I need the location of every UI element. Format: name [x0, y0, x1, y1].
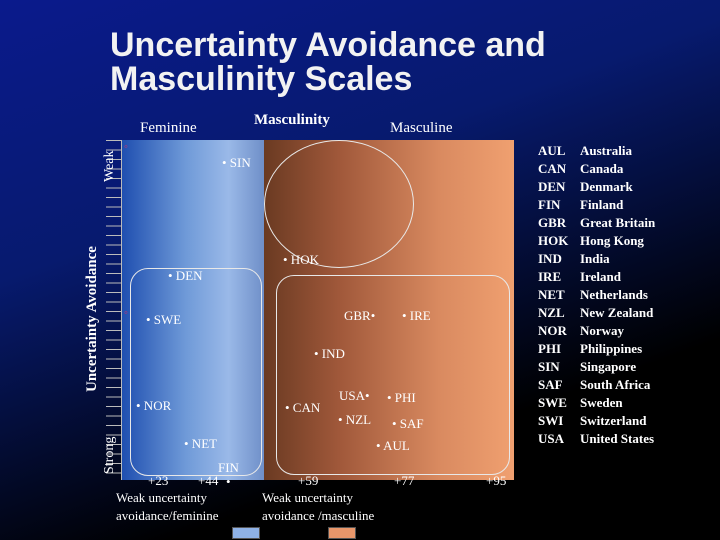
- point-sin: • SIN: [222, 155, 251, 170]
- legend-country: Ireland: [580, 269, 621, 284]
- point-aul: • AUL: [376, 438, 410, 453]
- legend-row: SAF South Africa: [538, 376, 655, 394]
- scale-value-23: +23: [148, 473, 169, 488]
- legend-row: PHI Philippines: [538, 340, 655, 358]
- legend-code: SWI: [538, 413, 564, 428]
- legend-country: Philippines: [580, 341, 643, 356]
- region-label-right-line1: Weak uncertainty: [262, 490, 353, 505]
- legend-row: IRE Ireland: [538, 268, 655, 286]
- legend-country: India: [580, 251, 610, 266]
- legend-country: Singapore: [580, 359, 637, 374]
- weak-label: Weak: [102, 150, 117, 182]
- legend-country: Canada: [580, 161, 624, 176]
- legend-country: Switzerland: [580, 413, 647, 428]
- legend-code: IRE: [538, 269, 562, 284]
- point-phi: • PHI: [387, 390, 416, 405]
- scale-marker-top: ◦: [124, 141, 128, 153]
- point-swe: • SWE: [146, 312, 182, 327]
- uncertainty-avoidance-label: Uncertainty Avoidance: [84, 246, 100, 392]
- legend-row: SIN Singapore: [538, 358, 655, 376]
- point-fin-dot: •: [226, 474, 231, 489]
- legend-row: GBR Great Britain: [538, 214, 655, 232]
- scale-value-77: +77: [394, 473, 415, 488]
- legend-code: GBR: [538, 215, 567, 230]
- legend-row: NZL New Zealand: [538, 304, 655, 322]
- legend-country: Sweden: [580, 395, 623, 410]
- legend-code: HOK: [538, 233, 569, 248]
- legend-row: FIN Finland: [538, 196, 655, 214]
- feminine-label: Feminine: [140, 120, 197, 136]
- point-saf: • SAF: [392, 416, 424, 431]
- scale-marker-mid: ◦: [124, 307, 128, 319]
- legend-code: USA: [538, 431, 565, 446]
- legend-code: IND: [538, 251, 562, 266]
- legend-country: Australia: [580, 143, 632, 158]
- legend-code: SWE: [538, 395, 567, 410]
- point-net: • NET: [184, 436, 218, 451]
- point-hok: • HOK: [283, 252, 319, 267]
- legend-code: NET: [538, 287, 565, 302]
- legend-row: SWE Sweden: [538, 394, 655, 412]
- legend-country: Netherlands: [580, 287, 648, 302]
- slide-title-line1: Uncertainty Avoidance and: [110, 26, 546, 64]
- legend-row: SWI Switzerland: [538, 412, 655, 430]
- legend-country: South Africa: [580, 377, 651, 392]
- slide-title-line2: Masculinity Scales: [110, 60, 413, 98]
- legend-country: New Zealand: [580, 305, 654, 320]
- point-ind: • IND: [314, 346, 345, 361]
- legend-code: SAF: [538, 377, 563, 392]
- region-label-left-line2: avoidance/feminine: [116, 508, 219, 523]
- legend-code: CAN: [538, 161, 567, 176]
- legend-code: PHI: [538, 341, 562, 356]
- strong-label: Strong: [102, 436, 117, 474]
- region-label-right-line2: avoidance /masculine: [262, 508, 375, 523]
- weak-ua-masculine-cluster: [264, 140, 414, 268]
- legend-code: NOR: [538, 323, 567, 338]
- legend-code: DEN: [538, 179, 566, 194]
- scale-value-95: +95: [486, 473, 507, 488]
- legend-country: Great Britain: [580, 215, 656, 230]
- legend-code: AUL: [538, 143, 566, 158]
- point-ire: • IRE: [402, 308, 431, 323]
- vertical-scale-ticks: [106, 140, 122, 480]
- strong-ua-masculine-cluster: [276, 275, 510, 475]
- legend-row: HOK Hong Kong: [538, 232, 655, 250]
- legend-row: IND India: [538, 250, 655, 268]
- point-nor: • NOR: [136, 398, 172, 413]
- legend-row: NET Netherlands: [538, 286, 655, 304]
- point-den: • DEN: [168, 268, 203, 283]
- legend-row: NOR Norway: [538, 322, 655, 340]
- scale-value-44: +44: [198, 473, 219, 488]
- point-nzl: • NZL: [338, 412, 372, 427]
- legend-country: Norway: [580, 323, 625, 338]
- point-can: • CAN: [285, 400, 321, 415]
- legend-country: Hong Kong: [580, 233, 644, 248]
- scale-value-59: +59: [298, 473, 319, 488]
- legend-country: United States: [580, 431, 655, 446]
- legend-code: SIN: [538, 359, 560, 374]
- region-label-left-line1: Weak uncertainty: [116, 490, 207, 505]
- point-usa: USA•: [339, 388, 370, 403]
- point-gbr: GBR•: [344, 308, 376, 323]
- legend-row: DEN Denmark: [538, 178, 655, 196]
- legend-row: USA United States: [538, 430, 655, 448]
- legend-country: Finland: [580, 197, 624, 212]
- legend-code: FIN: [538, 197, 561, 212]
- legend-country: Denmark: [580, 179, 633, 194]
- legend-row: AUL Australia: [538, 142, 655, 160]
- slide-title: Uncertainty Avoidance and Masculinity Sc…: [110, 28, 670, 96]
- point-fin: FIN: [218, 460, 239, 475]
- masculinity-label: Masculinity: [254, 112, 330, 128]
- country-legend: AUL Australia CAN Canada DEN Denmark FIN Fin…: [538, 142, 655, 448]
- masculine-label: Masculine: [390, 120, 453, 136]
- feminine-panel: [122, 140, 264, 480]
- masculine-color-swatch: [328, 527, 356, 539]
- legend-row: CAN Canada: [538, 160, 655, 178]
- feminine-color-swatch: [232, 527, 260, 539]
- strong-ua-feminine-cluster: [130, 268, 262, 476]
- legend-code: NZL: [538, 305, 565, 320]
